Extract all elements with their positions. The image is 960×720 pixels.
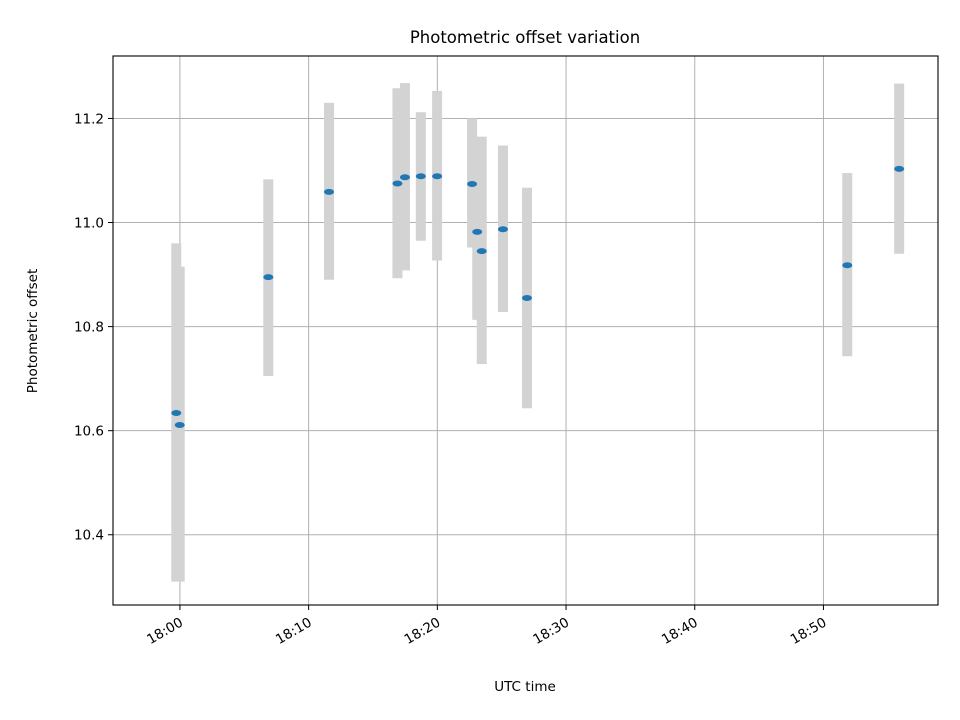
- tick-layer: 18:00 18:10 18:20 18:30 18:40 18:50 10.4 10.6 10…: [74, 111, 830, 647]
- plot-frame: [112, 55, 939, 606]
- y-axis-label: Photometric offset: [25, 269, 41, 393]
- data-point: [399, 174, 410, 181]
- data-point: [522, 294, 533, 301]
- chart-title: Photometric offset variation: [410, 28, 640, 47]
- x-tick-label: 18:10: [273, 615, 315, 648]
- x-tick-label: 18:20: [402, 615, 444, 648]
- x-tick-label: 18:30: [530, 615, 572, 648]
- x-tick-label: 18:50: [788, 615, 830, 648]
- data-point: [497, 226, 508, 233]
- data-point: [171, 409, 182, 416]
- error-bar-layer: [171, 83, 905, 582]
- data-point: [472, 228, 483, 235]
- data-point: [392, 180, 403, 187]
- x-axis-label: UTC time: [494, 679, 556, 695]
- data-point: [415, 173, 426, 180]
- data-point: [324, 188, 335, 195]
- data-point: [432, 173, 443, 180]
- data-point: [263, 274, 274, 281]
- data-point: [174, 421, 185, 428]
- data-point: [467, 181, 478, 188]
- data-point: [842, 262, 853, 269]
- x-tick-label: 18:40: [659, 615, 701, 648]
- y-tick-label: 10.8: [74, 320, 104, 336]
- y-tick-label: 10.6: [74, 424, 104, 440]
- data-point: [894, 165, 905, 172]
- x-tick-label: 18:00: [144, 615, 186, 648]
- marker-layer: [171, 165, 905, 428]
- y-tick-label: 10.4: [74, 528, 104, 544]
- y-tick-label: 11.0: [74, 216, 104, 232]
- y-tick-label: 11.2: [74, 111, 104, 127]
- data-point: [476, 248, 487, 255]
